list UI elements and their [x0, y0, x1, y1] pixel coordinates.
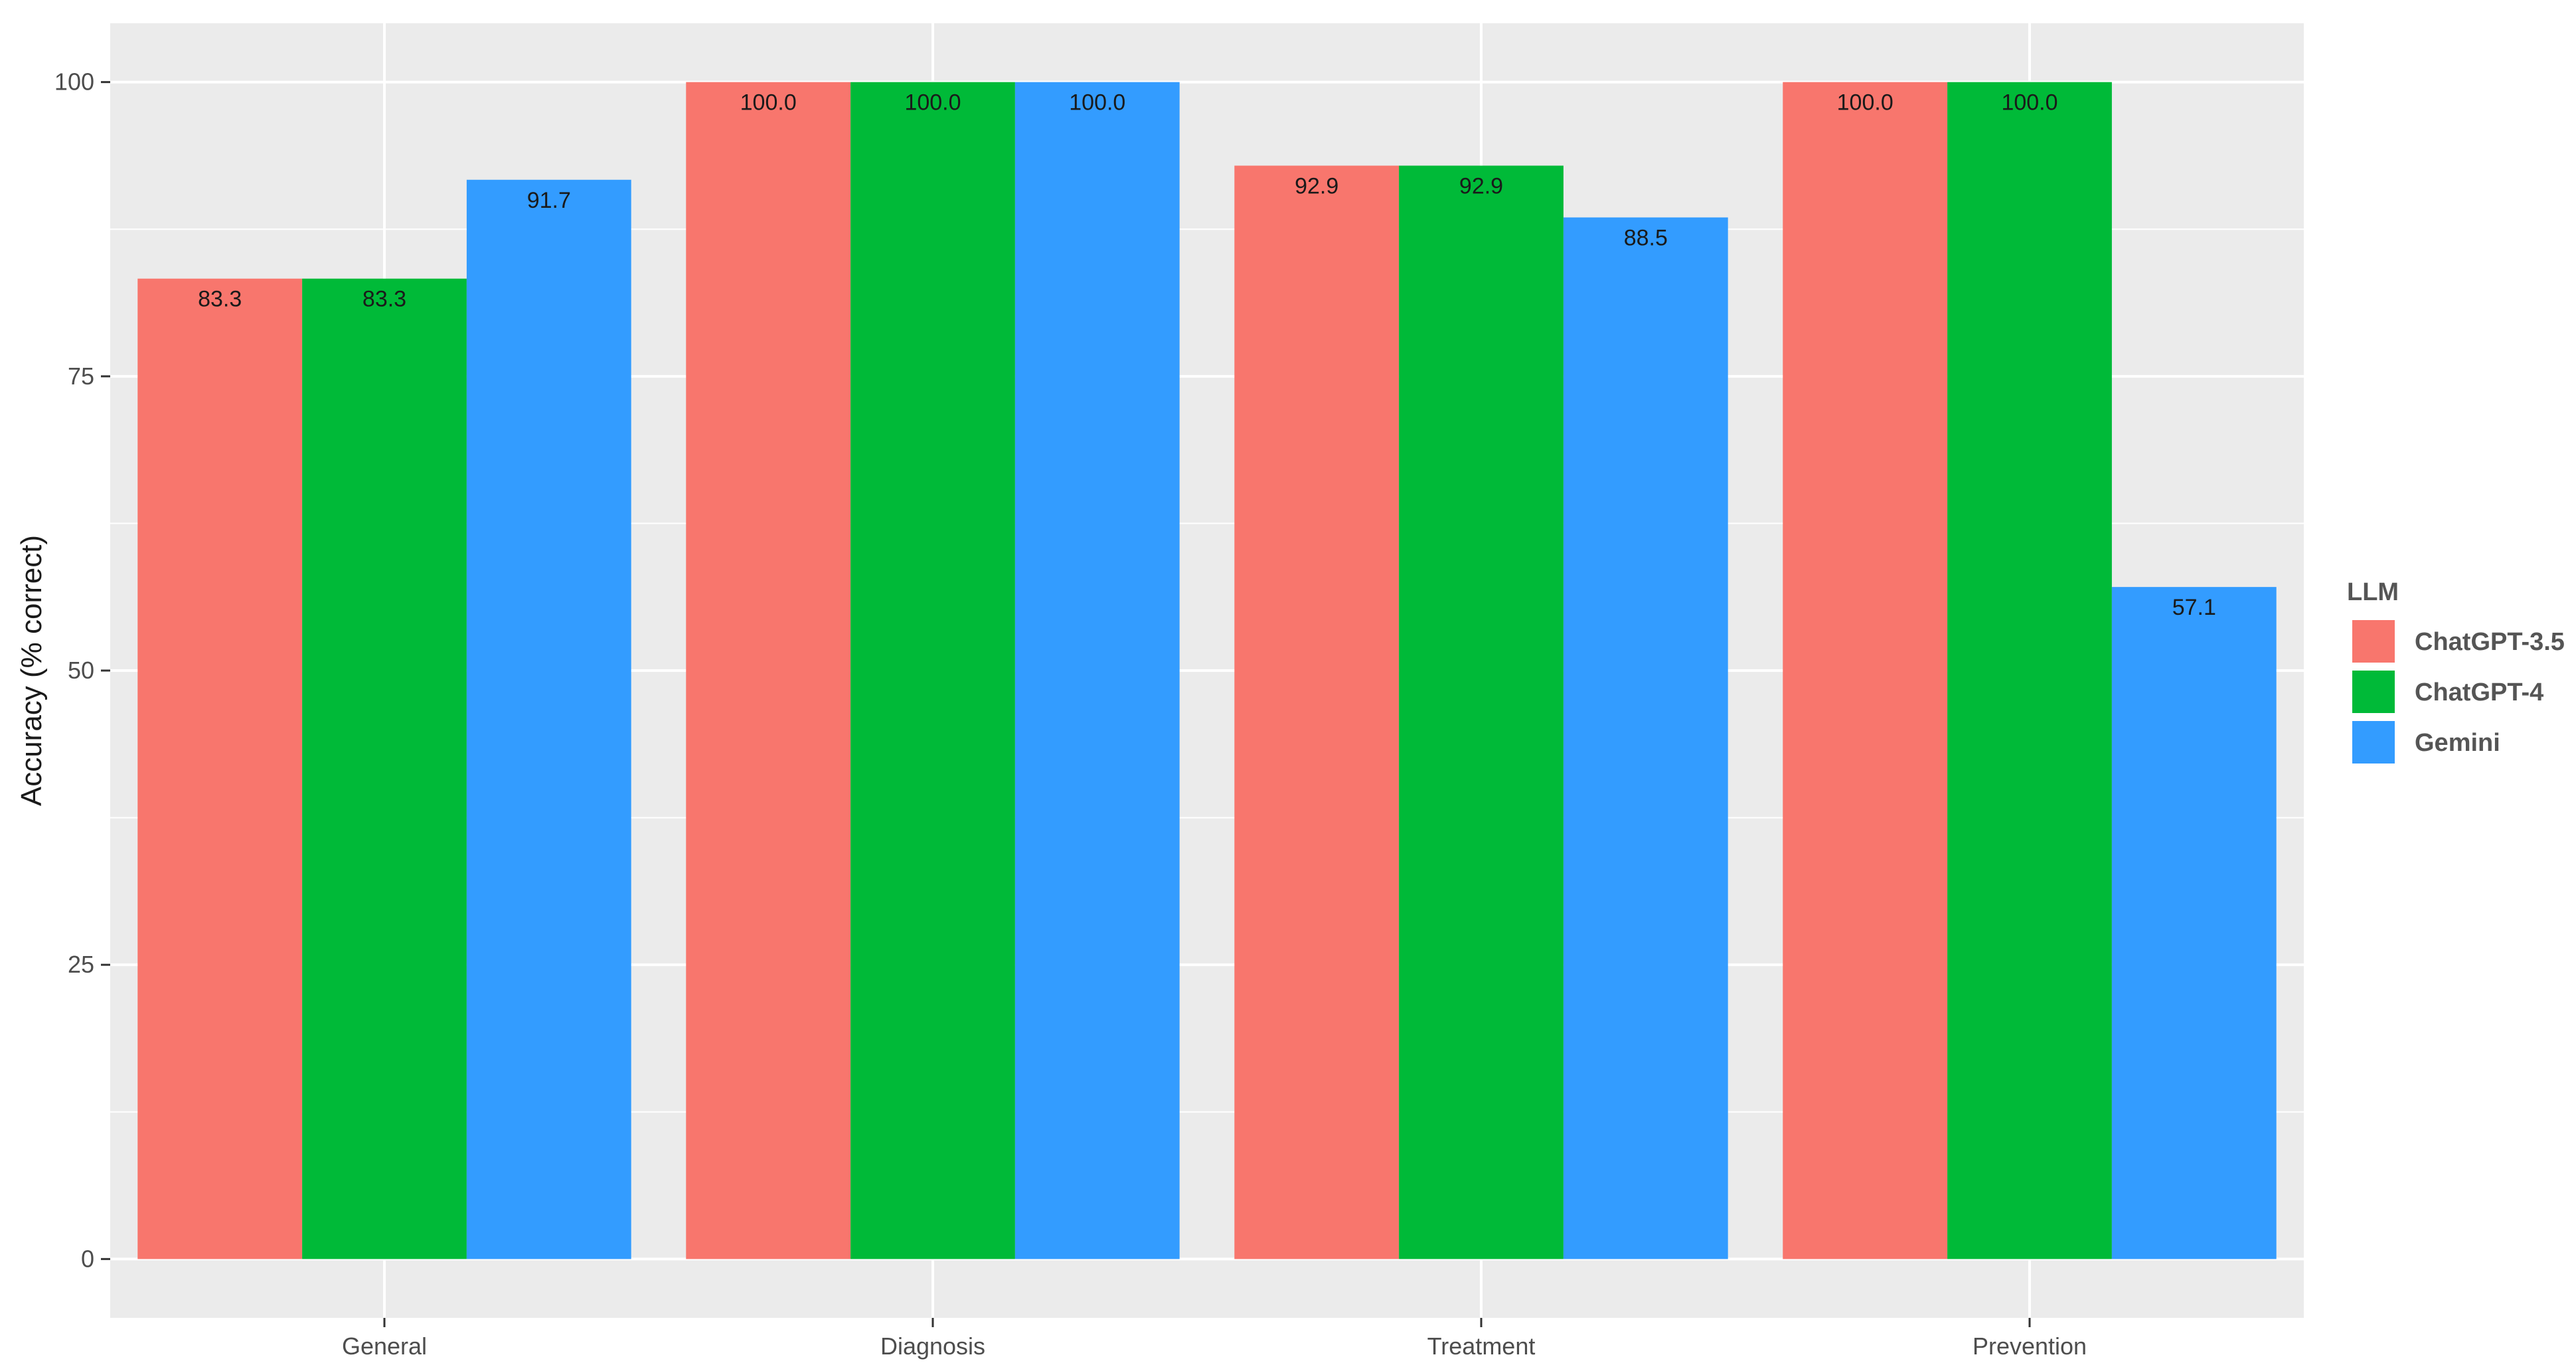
y-axis-title: Accuracy (% correct) — [15, 535, 48, 806]
bar-gemini-diagnosis — [1014, 82, 1180, 1259]
bar-value-label: 92.9 — [1295, 174, 1338, 199]
bar-value-label: 100.0 — [1837, 90, 1893, 116]
bar-chatgpt-4-diagnosis — [850, 82, 1015, 1259]
legend-label: Gemini — [2415, 729, 2500, 757]
bar-value-label: 100.0 — [2001, 90, 2057, 116]
legend-title: LLM — [2347, 578, 2399, 606]
legend-label: ChatGPT-3.5 — [2415, 628, 2565, 656]
bar-chatgpt-3-5-prevention — [1783, 82, 1948, 1259]
bar-gemini-prevention — [2111, 587, 2277, 1259]
x-tick-label: Prevention — [1972, 1332, 2087, 1360]
bar-value-label: 88.5 — [1624, 226, 1668, 251]
bar-value-label: 92.9 — [1459, 174, 1503, 199]
bar-gemini-treatment — [1563, 217, 1728, 1259]
bar-value-label: 57.1 — [2172, 595, 2216, 620]
legend-items: ChatGPT-3.5 ChatGPT-4 Gemini — [2352, 620, 2565, 764]
y-tick-label: 0 — [81, 1245, 94, 1272]
bar-chatgpt-3-5-treatment — [1234, 165, 1400, 1259]
value-labels-layer: 83.3 100.0 92.9 100.0 83.3 100.0 92.9 100.0 91.7… — [198, 90, 2216, 620]
bar-chatgpt-4-treatment — [1399, 165, 1564, 1259]
bar-value-label: 91.7 — [527, 188, 571, 213]
bar-chatgpt-3-5-diagnosis — [686, 82, 851, 1259]
bars-layer — [137, 82, 2277, 1259]
y-tick-label: 100 — [54, 68, 94, 96]
legend-label: ChatGPT-4 — [2415, 679, 2543, 706]
bar-value-label: 83.3 — [198, 287, 242, 312]
x-axis: General Diagnosis Treatment Prevention — [342, 1318, 2087, 1360]
y-axis: 0 25 50 75 100 — [54, 68, 110, 1272]
x-tick-label: Treatment — [1427, 1332, 1536, 1360]
bar-value-label: 100.0 — [1069, 90, 1125, 116]
bar-chatgpt-3-5-general — [137, 278, 303, 1259]
y-tick-label: 75 — [68, 362, 94, 390]
legend-key — [2352, 721, 2395, 764]
bar-value-label: 100.0 — [904, 90, 961, 116]
bar-value-label: 83.3 — [362, 287, 406, 312]
legend-key — [2352, 671, 2395, 713]
legend-key — [2352, 620, 2395, 663]
x-tick-label: Diagnosis — [880, 1332, 985, 1360]
y-tick-label: 50 — [68, 657, 94, 684]
legend: LLM ChatGPT-3.5 ChatGPT-4 Gemini — [2347, 578, 2565, 764]
bar-chatgpt-4-prevention — [1947, 82, 2112, 1259]
y-tick-label: 25 — [68, 951, 94, 978]
bar-chatgpt-4-general — [302, 278, 467, 1259]
bar-value-label: 100.0 — [740, 90, 797, 116]
x-tick-label: General — [342, 1332, 427, 1360]
bar-gemini-general — [466, 179, 631, 1259]
